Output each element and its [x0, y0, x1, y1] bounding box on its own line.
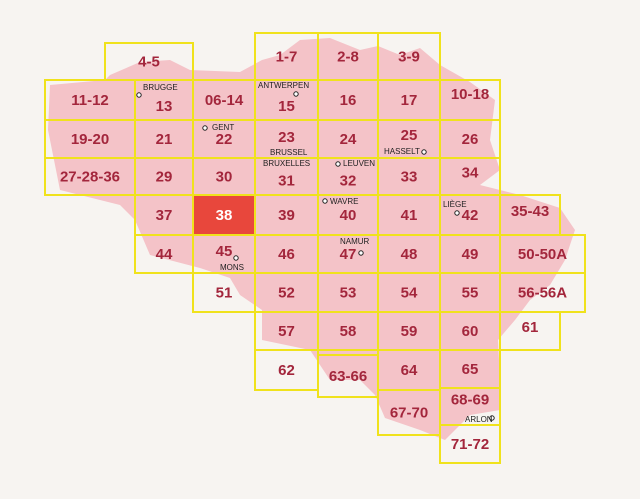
- city-dot: [421, 149, 427, 155]
- tile-label: 62: [278, 362, 295, 379]
- tile-label: 25: [401, 127, 418, 144]
- city-label: BRUGGE: [143, 83, 178, 92]
- tile-label: 58: [340, 323, 357, 340]
- tile-label: 54: [401, 284, 418, 301]
- tile-label: 11-12: [71, 92, 109, 109]
- tile-label: 40: [340, 207, 357, 224]
- city-dot: [293, 91, 299, 97]
- city-label: GENT: [212, 123, 234, 132]
- tile-label: 50-50A: [518, 246, 567, 263]
- country-shape: [48, 38, 575, 440]
- city-dot: [454, 210, 460, 216]
- city-dot: [233, 255, 239, 261]
- tile-label: 26: [462, 131, 479, 148]
- tile-label: 17: [401, 92, 418, 109]
- tile-label: 2-8: [337, 48, 359, 65]
- city-label: ARLON: [465, 415, 493, 424]
- tile-label: 57: [278, 323, 295, 340]
- tile-label: 46: [278, 246, 295, 263]
- tile-label: 3-9: [398, 48, 420, 65]
- tile-label: 71-72: [451, 436, 489, 453]
- tile-label: 61: [522, 319, 539, 336]
- city-label: BRUSSEL: [270, 148, 308, 157]
- tile-label: 19-20: [71, 131, 109, 148]
- city-label: MONS: [220, 263, 244, 272]
- tile-label: 27-28-36: [60, 168, 120, 185]
- tile-label: 34: [462, 164, 479, 181]
- city-label: LEUVEN: [343, 159, 375, 168]
- tile-label: 67-70: [390, 404, 428, 421]
- tile-label: 38: [216, 207, 233, 224]
- tile-label: 49: [462, 246, 479, 263]
- tile-label: 68-69: [451, 391, 489, 408]
- tile-label: 56-56A: [518, 284, 567, 301]
- tile-label: 06-14: [205, 92, 244, 109]
- tile-label: 24: [340, 131, 357, 148]
- tile-label: 4-5: [138, 53, 160, 70]
- tile-label: 1-7: [276, 48, 298, 65]
- tile-label: 30: [216, 168, 233, 185]
- tile-label: 45: [216, 243, 233, 260]
- tile-label: 63-66: [329, 368, 367, 385]
- map-tile: [499, 311, 561, 351]
- tile-grid: 1-7 2-8 3-9 4-5 11-12 13 06-14 15 16 17 10-18 19-20…: [44, 32, 586, 464]
- city-dot: [358, 250, 364, 256]
- tile-label: 29: [156, 168, 173, 185]
- city-dot: [202, 125, 208, 131]
- city-label: NAMUR: [340, 237, 370, 246]
- tile-label: 16: [340, 92, 357, 109]
- tile-label: 41: [401, 207, 418, 224]
- tile-label: 47: [340, 246, 357, 263]
- tile-label: 13: [156, 98, 173, 115]
- tile-label: 39: [278, 207, 295, 224]
- tile-label: 31: [278, 172, 295, 189]
- tile-label: 33: [401, 168, 418, 185]
- city-labels: BRUGGE ANTWERPEN GENT BRUSSEL HASSELT BRUXELL…: [136, 81, 495, 424]
- tile-label: 60: [462, 323, 479, 340]
- city-label: HASSELT: [384, 147, 420, 156]
- tile-label: 52: [278, 284, 295, 301]
- city-dot: [322, 198, 328, 204]
- tile-label: 48: [401, 246, 418, 263]
- city-dot: [136, 92, 142, 98]
- city-label: ANTWERPEN: [258, 81, 309, 90]
- city-label: BRUXELLES: [263, 159, 310, 168]
- tile-label: 15: [278, 98, 295, 115]
- tile-label: 32: [340, 172, 357, 189]
- tile-label: 10-18: [451, 86, 489, 103]
- tile-label: 21: [156, 131, 173, 148]
- tile-label: 23: [278, 129, 295, 146]
- map-tile: [439, 424, 501, 464]
- tile-label: 64: [401, 362, 418, 379]
- tile-label: 53: [340, 284, 357, 301]
- tile-label: 44: [156, 246, 173, 263]
- tile-label: 59: [401, 323, 418, 340]
- city-dot: [335, 161, 341, 167]
- tile-label: 65: [462, 361, 479, 378]
- tile-label: 42: [462, 207, 479, 224]
- city-label: LIÈGE: [443, 200, 467, 209]
- tile-label: 22: [216, 131, 233, 148]
- tile-label: 35-43: [511, 203, 549, 220]
- tile-label: 55: [462, 284, 479, 301]
- city-dot: [489, 415, 495, 421]
- tile-label: 51: [216, 284, 233, 301]
- city-label: WAVRE: [330, 197, 358, 206]
- tile-label: 37: [156, 207, 173, 224]
